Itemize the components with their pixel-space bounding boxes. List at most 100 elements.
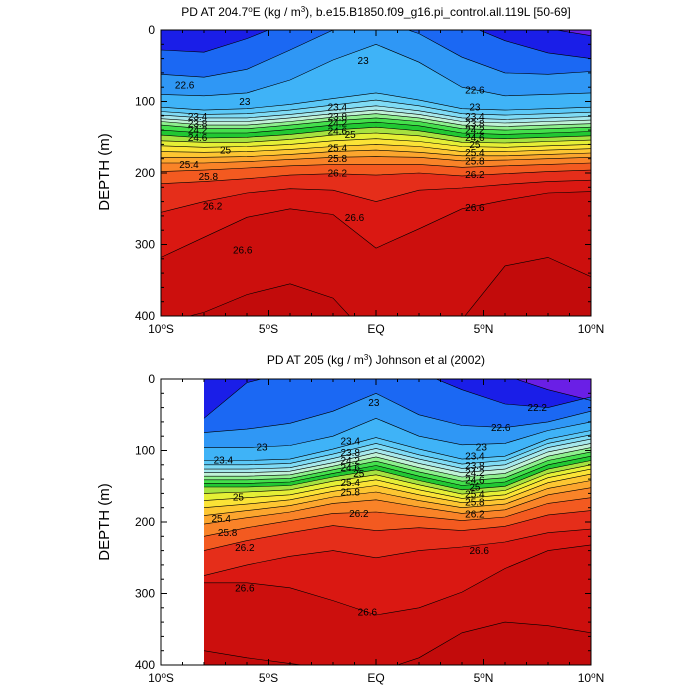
contour-label: 23.4: [328, 103, 348, 114]
isopycnal-26.4: [203, 528, 591, 576]
x-tick-label: 5oS: [259, 322, 278, 337]
isopycnal-26.6: [204, 544, 591, 616]
bottom-title-superscript: 3: [364, 353, 369, 362]
fill-band-26.8: [189, 257, 591, 316]
isopycnal-23.8: [204, 438, 591, 470]
isopycnal-24.6: [161, 121, 591, 135]
y-tick-label: 200: [135, 166, 155, 180]
isopycnal-23.6: [204, 434, 591, 466]
contour-label: 23: [239, 97, 251, 108]
contour-label: 25: [469, 482, 481, 493]
bottom-title-pre: PD AT 205 (kg / m: [267, 353, 364, 367]
isopycnal-23: [204, 417, 591, 448]
isopycnal-25.6: [203, 480, 591, 516]
contour-label: 25.8: [340, 487, 360, 498]
x-tick-label: EQ: [367, 671, 384, 685]
y-tick-label: 400: [135, 309, 155, 323]
contour-label: 25.4: [340, 478, 360, 489]
top-ylabel: DEPTH (m): [96, 133, 113, 211]
contour-label: 26.6: [469, 546, 489, 557]
x-tick-label: 5oS: [259, 671, 278, 686]
isopycnal-25.8: [161, 156, 591, 164]
contour-label: 24.2: [465, 126, 485, 137]
contour-label: 25: [353, 469, 365, 480]
contour-label: 26.6: [465, 203, 485, 214]
isopycnal-24.6: [204, 455, 591, 486]
top-panel: PD AT 204.7oE (kg / m3), b.e15.B1850.f09…: [96, 5, 604, 337]
fill-band-26.8: [204, 622, 591, 665]
contour-label: 26.2: [465, 170, 485, 181]
bottom-title-post: ) Johnson et al (2002): [368, 353, 485, 367]
isopycnal-22.6: [203, 392, 591, 433]
bottom-panel: PD AT 205 (kg / m3) Johnson et al (2002)…: [96, 353, 604, 686]
x-tick-label: 10oS: [148, 322, 174, 337]
contour-label: 25.4: [465, 148, 485, 159]
contour-label: 25.8: [218, 528, 238, 539]
y-tick-label: 0: [148, 372, 155, 386]
isopycnal-25: [161, 132, 591, 144]
contour-label: 24.6: [465, 475, 485, 486]
contour-label: 25.4: [328, 143, 348, 154]
contour-label: 23: [476, 442, 488, 453]
contour-label: 24.6: [188, 133, 208, 144]
isopycnal-26.8: [188, 257, 591, 316]
contour-label: 23.8: [465, 119, 485, 130]
contour-label: 26.2: [235, 543, 255, 554]
contour-label: 26.2: [349, 509, 369, 520]
isopycnal-23: [161, 43, 591, 97]
top-title-mid: E (kg / m: [253, 5, 301, 19]
top-title-post: ), b.e15.B1850.f09_g16.pi_control.all.11…: [305, 5, 571, 19]
top-title-degree: o: [248, 5, 253, 14]
contour-label: 23.8: [465, 461, 485, 472]
contour-label: 23.8: [340, 448, 360, 459]
contour-label: 24.2: [340, 456, 360, 467]
bottom-panel-title: PD AT 205 (kg / m3) Johnson et al (2002): [267, 353, 485, 368]
isopycnal-24.4: [161, 117, 591, 131]
contour-label: 25.8: [465, 156, 485, 167]
contour-label: 25: [220, 146, 232, 157]
y-tick-label: 100: [135, 95, 155, 109]
contour-label: 23.4: [465, 112, 485, 123]
contour-label: 26.6: [345, 213, 365, 224]
y-tick-label: 0: [148, 23, 155, 37]
isopycnal-24.8: [161, 126, 591, 140]
contour-label: 26.6: [233, 246, 253, 257]
bottom-ylabel: DEPTH (m): [96, 483, 113, 561]
isopycnal-22.6: [161, 30, 591, 78]
isopycnal-25: [203, 464, 591, 495]
contour-label: 23.8: [328, 112, 348, 123]
contour-label: 26.6: [358, 608, 378, 619]
isopycnal-24.8: [204, 460, 591, 491]
contour-label: 23.4: [188, 112, 208, 123]
isopycnal-25.2: [203, 468, 591, 501]
isopycnal-25.2: [161, 138, 591, 148]
contour-label: 23: [469, 103, 481, 114]
contour-label: 24.6: [340, 463, 360, 474]
x-tick-label: EQ: [367, 322, 384, 336]
isopycnal-23.6: [161, 99, 591, 116]
x-tick-label: 5oN: [474, 671, 494, 686]
isopycnal-26.2: [203, 510, 591, 551]
x-tick-label: 10oN: [578, 671, 604, 686]
isopycnal-22.2: [203, 379, 591, 419]
contour-label: 22.6: [465, 86, 485, 97]
contour-label: 24.2: [328, 118, 348, 129]
contour-label: 25: [345, 130, 357, 141]
contour-label: 26.2: [465, 510, 485, 521]
isopycnal-25.8: [203, 487, 591, 525]
contour-label: 25.8: [199, 172, 219, 183]
y-tick-label: 300: [135, 587, 155, 601]
contour-label: 26.2: [328, 169, 348, 180]
isopycnal-24.4: [204, 451, 591, 482]
contour-label: 23.8: [188, 119, 208, 130]
contour-label: 24.6: [328, 126, 348, 137]
contour-label: 24.6: [465, 133, 485, 144]
isopycnal-26.4: [161, 179, 591, 213]
y-tick-label: 200: [135, 515, 155, 529]
isopycnal-23.4: [204, 430, 591, 461]
contour-label: 25: [469, 140, 481, 151]
contour-label: 25: [233, 492, 245, 503]
contour-label: 23: [358, 56, 370, 67]
